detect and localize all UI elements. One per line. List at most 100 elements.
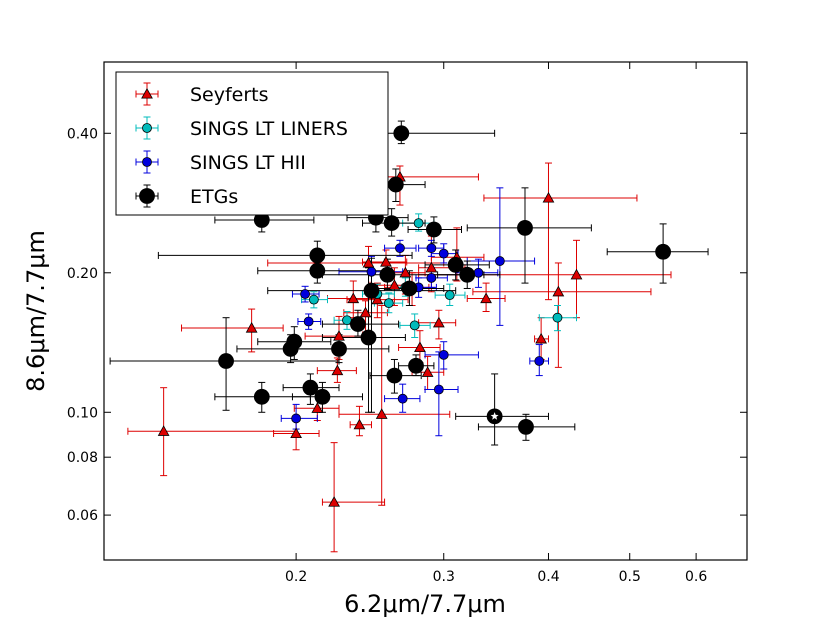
axis-ticks-layer: 0.2 0.3 0.4 0.5 0.6 0.06 0.08 0.10 0.20 0.40 (67, 62, 747, 585)
sings-lt-hii-point (426, 272, 437, 283)
etgs-point (459, 266, 476, 283)
seyferts-point (371, 293, 384, 305)
seyferts-point (380, 255, 392, 267)
seyferts-point (333, 330, 345, 341)
etgs-point (379, 266, 396, 283)
x-axis-label: 6.2μm/7.7μm (344, 590, 506, 618)
sings-lt-liners-point (383, 298, 394, 309)
etgs-point (517, 219, 533, 236)
legend-marker-sings-lt-hii (142, 157, 152, 167)
sings-lt-hii-point (438, 349, 449, 360)
sings-lt-hii-point (366, 266, 377, 277)
x-tick-label: 0.2 (285, 569, 307, 585)
sings-lt-hii-point (433, 384, 444, 395)
legend-marker-sings-lt-liners (142, 123, 152, 133)
etgs-point (393, 125, 410, 142)
seyferts-errorbar (338, 304, 451, 506)
seyferts-point (542, 191, 555, 203)
sings-lt-hii-point (303, 316, 314, 327)
legend-entry-seyferts: Seyferts (135, 82, 269, 106)
legend-entry-sings-lt-liners: SINGS LT LINERS (135, 116, 348, 140)
sings-lt-hii-point (395, 243, 405, 254)
seyferts-point (359, 306, 372, 318)
etgs-point (425, 221, 442, 238)
etgs-point (518, 418, 534, 435)
etgs-point (363, 282, 380, 299)
legend-entry-sings-lt-hii: SINGS LT HII (135, 150, 306, 174)
y-tick-label: 0.08 (67, 450, 98, 466)
sings-lt-liners-point (413, 218, 424, 228)
seyferts-point (331, 364, 344, 376)
seyferts-point (362, 256, 375, 268)
seyferts-point (535, 332, 548, 344)
legend-label-etgs: ETGs (190, 186, 238, 208)
sings-lt-liners-point (552, 312, 563, 323)
etgs-point (401, 280, 418, 297)
etgs-point (286, 333, 303, 350)
seyferts-point (245, 321, 258, 333)
sings-lt-liners-point (444, 290, 455, 301)
etgs-point (447, 256, 464, 273)
sings-lt-hii-point (438, 248, 449, 259)
etgs-point (253, 388, 270, 405)
sings-lt-hii-point (534, 356, 545, 366)
sings-lt-hii-point (473, 267, 484, 278)
etgs-point (360, 329, 377, 346)
x-tick-label: 0.4 (537, 569, 559, 585)
etgs-point (302, 379, 319, 396)
etgs-point (331, 341, 347, 357)
etgs-point (309, 247, 326, 264)
seyferts-point (421, 366, 434, 377)
etgs-point (387, 176, 404, 193)
y-tick-label: 0.06 (67, 508, 98, 524)
etgs-point (408, 357, 424, 374)
legend-entry-etgs: ETGs (135, 184, 238, 208)
seyferts-point (425, 261, 438, 273)
plot-frame (103, 61, 748, 561)
legend-label-sings-lt-hii: SINGS LT HII (190, 152, 306, 174)
etgs-point (218, 353, 234, 369)
y-tick-label: 0.40 (67, 126, 98, 142)
legend-marker-etgs (139, 188, 155, 204)
seyferts-point (157, 425, 170, 436)
seyferts-point (290, 427, 302, 439)
etgs-point (386, 367, 403, 384)
seyferts-point (375, 408, 388, 419)
seyferts-point (570, 268, 583, 280)
y-tick-label: 0.10 (67, 405, 98, 421)
sings-lt-liners-errorbar (301, 291, 328, 309)
sings-lt-hii-point (494, 256, 505, 266)
seyferts-point (552, 285, 565, 297)
seyferts-point (353, 418, 366, 430)
legend-box (115, 71, 389, 216)
legend-label-sings-lt-liners: SINGS LT LINERS (190, 118, 348, 140)
seyferts-point (414, 341, 426, 353)
sings-lt-liners-point (308, 294, 319, 305)
markers-layer (157, 125, 672, 507)
x-tick-label: 0.3 (433, 569, 455, 585)
etg-highlight-star (490, 412, 499, 420)
sings-lt-hii-point (397, 393, 408, 404)
etgs-point (383, 215, 400, 231)
legend-label-seyferts: Seyferts (190, 84, 269, 106)
legend-marker-seyferts (141, 87, 153, 99)
seyferts-point (480, 292, 492, 304)
etgs-point (314, 388, 331, 405)
etgs-point (309, 262, 326, 279)
etgs-point (655, 243, 672, 260)
legend: Seyferts SINGS LT LINERS SINGS LT HII ETGs (115, 71, 389, 216)
y-axis-label: 8.6μm/7.7μm (22, 230, 50, 392)
seyferts-point (347, 292, 360, 304)
seyferts-errorbar (483, 162, 638, 301)
seyferts-point (432, 316, 445, 328)
etgs-point (350, 316, 366, 332)
sings-lt-hii-point (300, 289, 311, 299)
sings-lt-hii-point (426, 243, 437, 254)
seyferts-point (328, 496, 340, 507)
y-tick-label: 0.20 (67, 266, 98, 282)
x-tick-label: 0.6 (685, 569, 707, 585)
seyferts-point (388, 279, 401, 290)
sings-lt-liners-point (409, 320, 420, 331)
seyferts-point (311, 402, 324, 413)
